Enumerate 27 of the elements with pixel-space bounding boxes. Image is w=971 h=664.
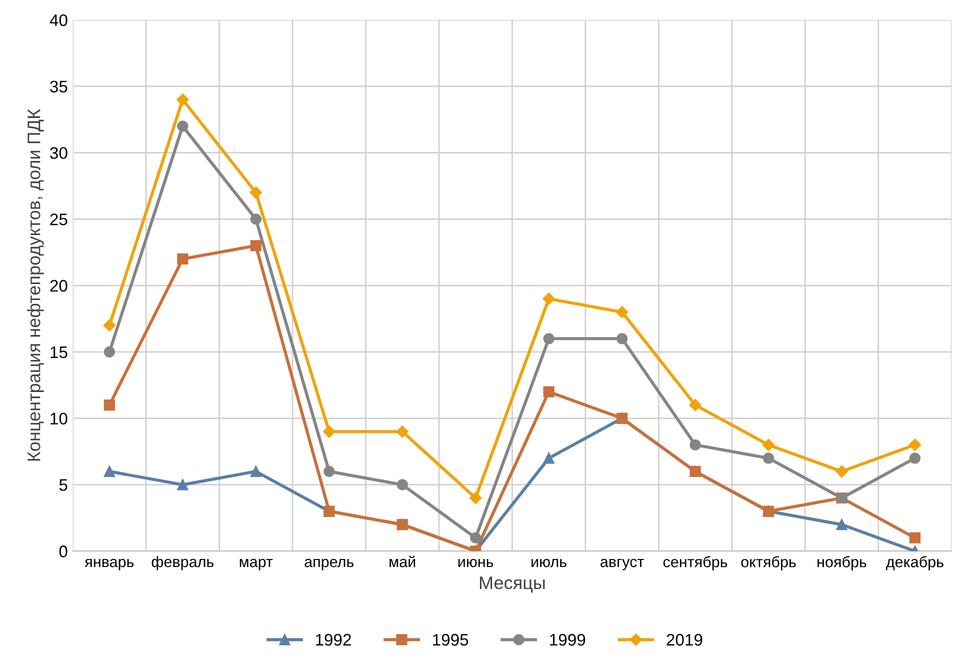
y-tick-label: 20 — [50, 280, 68, 292]
x-tick-label: ноябрь — [818, 556, 866, 570]
x-tick-label: декабрь — [886, 556, 944, 570]
x-tick-label: октябрь — [741, 556, 796, 570]
y-tick-label: 5 — [59, 479, 68, 491]
y-tick-label: 35 — [50, 80, 68, 93]
x-axis-title: Месяцы — [480, 576, 545, 593]
y-tick-label: 30 — [50, 147, 68, 159]
legend-label: 1999 — [550, 634, 586, 646]
legend-label: 1992 — [316, 634, 351, 646]
y-axis-title: Концентрация нефтепродуктов, доли ПДК — [27, 109, 44, 461]
x-tick-label: январь — [84, 558, 134, 570]
x-tick-label: июнь — [458, 558, 494, 568]
y-tick-label: 25 — [50, 214, 68, 226]
legend-label: 1995 — [433, 634, 468, 646]
y-tick-label: 15 — [50, 346, 68, 358]
x-tick-label: июль — [532, 558, 566, 568]
y-tick-label: 0 — [59, 546, 68, 558]
x-tick-label: сентябрь — [663, 556, 728, 570]
x-tick-label: май — [390, 556, 416, 568]
x-tick-label: февраль — [152, 556, 214, 570]
y-tick-label: 40 — [50, 14, 68, 26]
legend-label: 2019 — [666, 634, 702, 646]
x-tick-label: апрель — [304, 558, 354, 570]
x-tick-label: март — [240, 558, 273, 570]
x-tick-label: август — [600, 558, 644, 570]
y-tick-label: 10 — [50, 412, 68, 425]
